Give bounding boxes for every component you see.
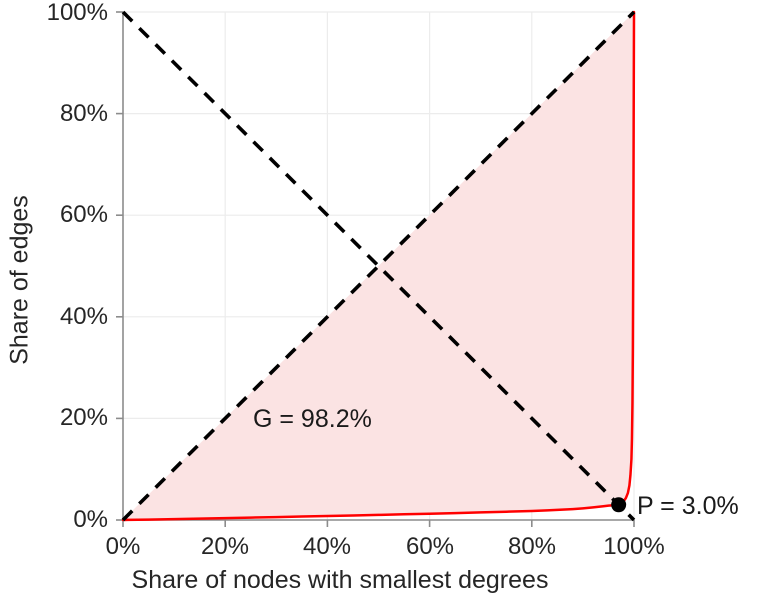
y-tick-label-4: 80% — [59, 100, 108, 127]
shaded-gini-area — [123, 12, 634, 520]
y-tick-label-1: 20% — [59, 404, 108, 431]
x-tick-label-0: 0% — [105, 533, 141, 560]
y-axis-title: Share of edges — [5, 195, 34, 365]
x-tick-label-2: 40% — [302, 533, 352, 560]
x-tick-label-3: 60% — [405, 533, 455, 560]
y-tick-label-3: 60% — [59, 201, 108, 228]
gini-annotation: G = 98.2% — [253, 405, 372, 433]
x-tick-label-1: 20% — [200, 533, 250, 560]
intersection-dot — [611, 497, 627, 513]
y-tick-label-2: 40% — [59, 303, 108, 330]
lorenz-curve — [121, 10, 636, 522]
p-annotation: P = 3.0% — [637, 492, 739, 520]
y-tick-label-0: 0% — [73, 506, 108, 533]
anti-diagonal-line — [121, 10, 636, 522]
x-tick-label-4: 80% — [507, 533, 557, 560]
line-of-equality — [121, 10, 636, 522]
x-axis-title: Share of nodes with smallest degrees — [131, 566, 549, 594]
y-tick-label-5: 100% — [46, 0, 108, 26]
x-tick-label-5: 100% — [603, 533, 665, 560]
axis-lines — [116, 11, 635, 527]
